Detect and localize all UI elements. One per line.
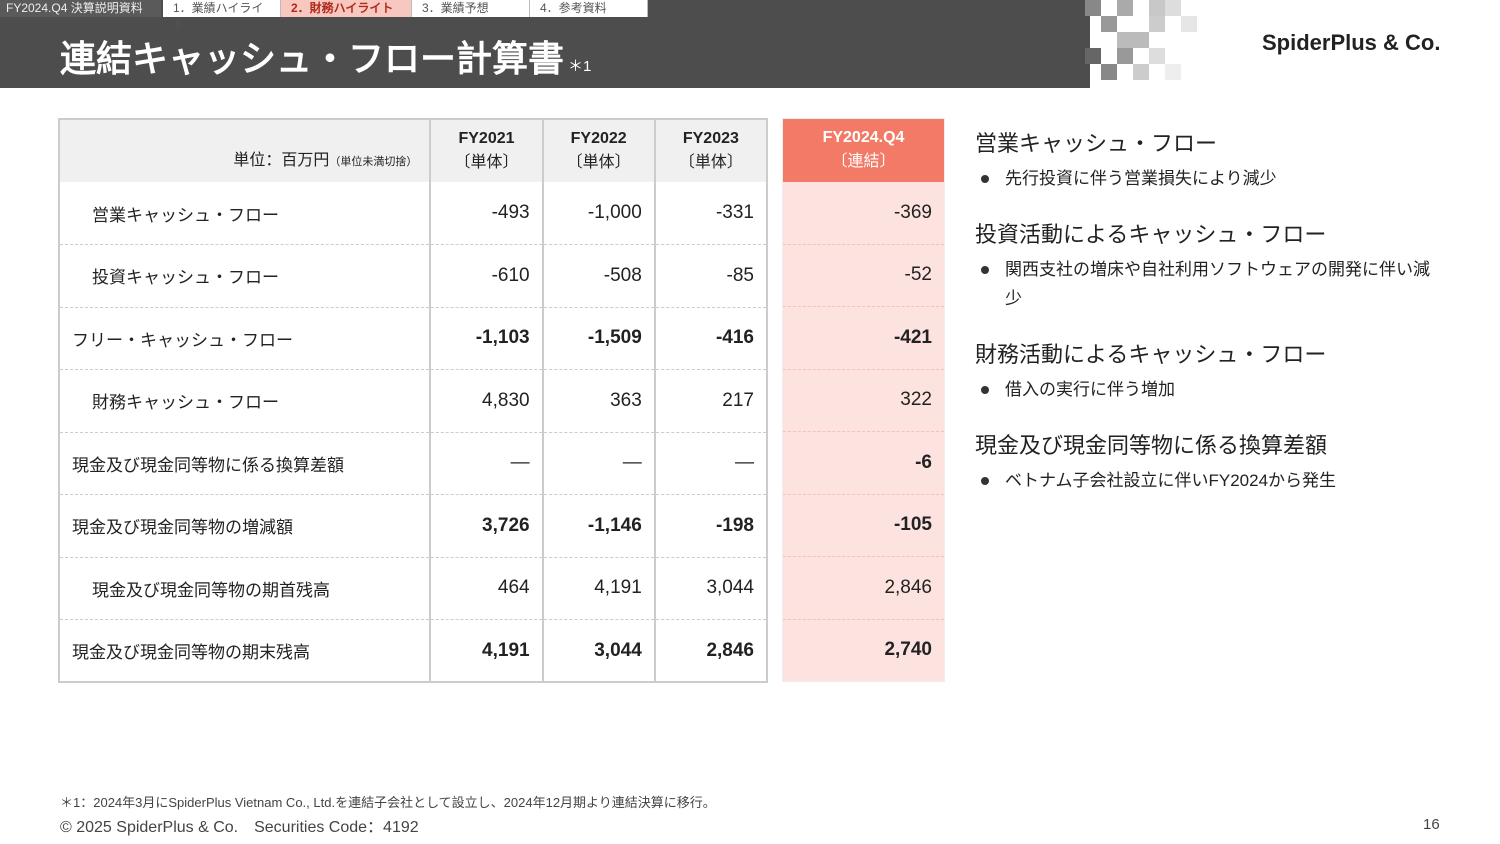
highlight-bullet: 借入の実行に伴う増加 — [975, 375, 1445, 404]
cell-value: -1,146 — [542, 494, 656, 558]
column-header: FY2022 〔単体〕 — [542, 119, 656, 182]
highlight-heading: 現金及び現金同等物に係る換算差額 — [975, 433, 1328, 458]
cell-value: -85 — [654, 244, 769, 308]
cell-value: 4,191 — [430, 619, 544, 683]
highlight-heading: 財務活動によるキャッシュ・フロー — [975, 342, 1327, 367]
highlight-bullet: ベトナム子会社設立に伴いFY2024から発生 — [975, 466, 1445, 495]
highlights: 営業キャッシュ・フロー先行投資に伴う営業損失により減少投資活動によるキャッシュ・… — [975, 126, 1445, 519]
cell-value: 217 — [654, 369, 769, 433]
column-header: FY2021 〔単体〕 — [430, 119, 544, 182]
column-header: FY2023 〔単体〕 — [654, 119, 769, 182]
tab: 4．参考資料 — [530, 0, 648, 17]
footnote: ＊1：2024年3月にSpiderPlus Vietnam Co., Ltd.を… — [60, 795, 716, 810]
cell-value: 4,830 — [430, 369, 544, 433]
cell-value: — — [542, 432, 656, 495]
q4-table: FY2024.Q4 〔連結〕 -369 -52 -421 322 -6 -105 2,846 2,… — [782, 118, 945, 682]
table-row: -52 — [782, 244, 945, 307]
cell-value: -416 — [654, 307, 769, 370]
cash-flow-table: 単位：百万円（単位未満切捨） FY2021 〔単体〕 FY2022 〔単体〕 FY2023… — [58, 118, 769, 683]
column-sub: 〔単体〕 — [566, 154, 631, 171]
cell-value: -52 — [782, 244, 945, 307]
doc-label: FY2024.Q4 決算説明資料 — [0, 0, 161, 17]
cell-value: 322 — [782, 369, 945, 432]
highlight-heading: 営業キャッシュ・フロー — [975, 131, 1218, 156]
tab: 1．業績ハイライト — [163, 0, 281, 32]
column-name: FY2022 — [570, 130, 627, 147]
cell-value: -105 — [782, 494, 945, 557]
row-label: 現金及び現金同等物の期首残高 — [59, 557, 432, 620]
tabs: 1．業績ハイライト 2．財務ハイライト 3．業績予想 4．参考資料 — [163, 0, 648, 32]
cell-value: -6 — [782, 431, 945, 495]
row-label: 投資キャッシュ・フロー — [59, 244, 432, 308]
column-name: FY2023 — [682, 130, 739, 147]
cell-value: 2,740 — [782, 619, 945, 682]
cell-value: 464 — [430, 557, 544, 620]
cell-value: 3,044 — [542, 619, 656, 683]
tab: 2．財務ハイライト — [281, 0, 412, 17]
cell-value: -369 — [782, 181, 945, 245]
table-row: 財務キャッシュ・フロー 4,830 363 217 — [59, 369, 769, 433]
unit-note: （単位未満切捨） — [329, 156, 418, 168]
tab: 3．業績予想 — [412, 0, 530, 17]
table-row: 現金及び現金同等物の期首残高 464 4,191 3,044 — [59, 557, 769, 620]
highlight-bullet: 先行投資に伴う営業損失により減少 — [975, 164, 1445, 193]
cell-value: 363 — [542, 369, 656, 433]
copyright: © 2025 SpiderPlus & Co. Securities Code：… — [60, 819, 419, 836]
row-label: 現金及び現金同等物の期末残高 — [59, 619, 432, 683]
table-row: -369 — [782, 181, 945, 245]
page-number: 16 — [1423, 816, 1440, 833]
row-label: 営業キャッシュ・フロー — [59, 182, 432, 245]
cell-value: — — [430, 432, 544, 495]
table-row: 322 — [782, 369, 945, 432]
table-row: 現金及び現金同等物の期末残高 4,191 3,044 2,846 — [59, 619, 769, 683]
table-row: フリー・キャッシュ・フロー -1,103 -1,509 -416 — [59, 307, 769, 370]
row-label: 財務キャッシュ・フロー — [59, 369, 432, 433]
column-name: FY2024.Q4 — [822, 129, 905, 147]
cell-value: -1,103 — [430, 307, 544, 370]
cell-value: 3,044 — [654, 557, 769, 620]
table-row: 現金及び現金同等物の増減額 3,726 -1,146 -198 — [59, 494, 769, 558]
cell-value: -198 — [654, 494, 769, 558]
cell-value: -331 — [654, 182, 769, 245]
column-sub: 〔単体〕 — [678, 154, 743, 171]
highlight-bullet: 関西支社の増床や自社利用ソフトウェアの開発に伴い減少 — [975, 255, 1445, 313]
column-sub: 〔単体〕 — [454, 154, 519, 171]
cell-value: 2,846 — [782, 556, 945, 620]
title-text: 連結キャッシュ・フロー計算書 — [60, 38, 565, 79]
cell-value: 2,846 — [654, 619, 769, 683]
title-note: ＊1 — [568, 58, 592, 75]
unit-label: 単位：百万円 — [233, 152, 330, 169]
row-label: 現金及び現金同等物に係る換算差額 — [59, 432, 432, 495]
table-row: 投資キャッシュ・フロー -610 -508 -85 — [59, 244, 769, 308]
table-row: 現金及び現金同等物に係る換算差額 — — — — [59, 432, 769, 495]
table-row: 2,740 — [782, 619, 945, 682]
cell-value: -493 — [430, 182, 544, 245]
cell-value: — — [654, 432, 769, 495]
table-row: 営業キャッシュ・フロー -493 -1,000 -331 — [59, 182, 769, 245]
logo: SpiderPlus & Co. — [1262, 30, 1441, 55]
row-label: フリー・キャッシュ・フロー — [59, 307, 432, 370]
cell-value: 3,726 — [430, 494, 544, 558]
cell-value: -1,000 — [542, 182, 656, 245]
mosaic — [1085, 0, 1197, 80]
table-row: -105 — [782, 494, 945, 557]
table-row: 2,846 — [782, 556, 945, 620]
cell-value: -508 — [542, 244, 656, 308]
column-sub: 〔連結〕 — [831, 153, 896, 171]
cell-value: -1,509 — [542, 307, 656, 370]
column-name: FY2021 — [458, 130, 515, 147]
table-row: -421 — [782, 306, 945, 370]
cell-value: -421 — [782, 306, 945, 370]
column-header: FY2024.Q4 〔連結〕 — [782, 118, 945, 182]
row-label: 現金及び現金同等物の増減額 — [59, 494, 432, 558]
cell-value: -610 — [430, 244, 544, 308]
title: 連結キャッシュ・フロー計算書 ＊1 — [60, 30, 591, 82]
table-row: -6 — [782, 431, 945, 495]
highlight-heading: 投資活動によるキャッシュ・フロー — [975, 222, 1327, 247]
cell-value: 4,191 — [542, 557, 656, 620]
unit-cell: 単位：百万円（単位未満切捨） — [59, 119, 432, 182]
